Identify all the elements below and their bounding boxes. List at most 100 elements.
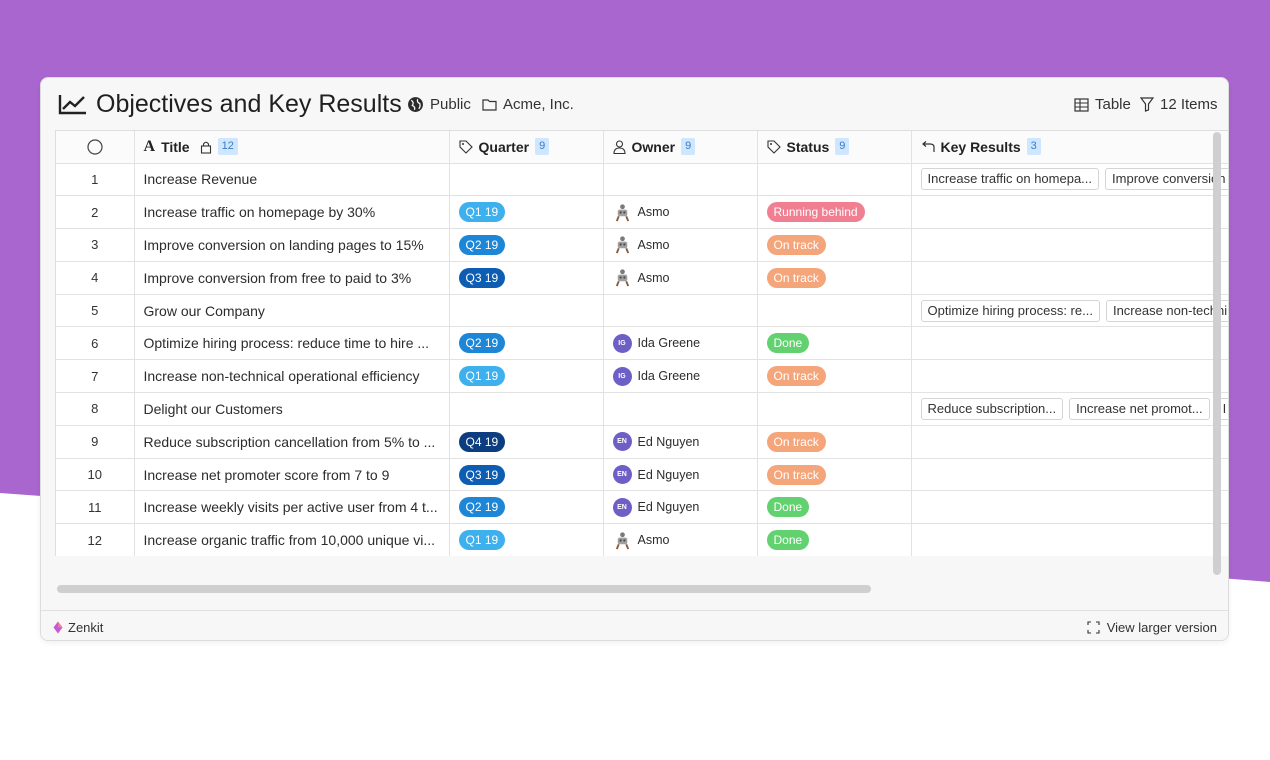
table-row[interactable]: 4 Improve conversion from free to paid to… bbox=[56, 261, 1228, 295]
view-larger-button[interactable]: View larger version bbox=[1087, 620, 1217, 635]
filter-icon bbox=[1140, 97, 1154, 112]
status-cell[interactable]: Done bbox=[757, 523, 912, 556]
key-results-cell[interactable] bbox=[911, 359, 1228, 394]
owner-cell[interactable]: EN Ed Nguyen bbox=[603, 458, 758, 492]
title-cell[interactable]: Increase traffic on homepage by 30% bbox=[134, 195, 450, 230]
key-results-cell[interactable] bbox=[911, 458, 1228, 492]
status-cell[interactable]: On track bbox=[757, 359, 912, 394]
owner-cell[interactable] bbox=[603, 294, 758, 328]
title-cell[interactable]: Grow our Company bbox=[134, 294, 450, 328]
owner-name: Ed Nguyen bbox=[637, 434, 700, 449]
avatar: EN bbox=[612, 432, 632, 452]
status-cell[interactable] bbox=[757, 294, 912, 328]
status-badge: Running behind bbox=[766, 202, 865, 223]
status-cell[interactable]: Done bbox=[757, 326, 912, 361]
organization-label[interactable]: Acme, Inc. bbox=[482, 96, 574, 113]
quarter-cell[interactable]: Q1 19 bbox=[449, 523, 604, 556]
owner-cell[interactable]: Asmo bbox=[603, 261, 758, 295]
owner-cell[interactable] bbox=[603, 392, 758, 426]
row-number: 12 bbox=[56, 523, 135, 556]
owner-cell[interactable]: Asmo bbox=[603, 228, 758, 262]
status-cell[interactable] bbox=[757, 163, 912, 197]
column-header-key-results[interactable]: Key Results 3 bbox=[911, 131, 1228, 164]
filter-button[interactable]: 12 Items bbox=[1140, 96, 1218, 113]
status-cell[interactable]: On track bbox=[757, 228, 912, 262]
title-cell[interactable]: Increase net promoter score from 7 to 9 bbox=[134, 458, 450, 492]
key-results-cell[interactable] bbox=[911, 523, 1228, 556]
key-result-chip[interactable]: Improve conversion bbox=[1105, 168, 1228, 191]
robot-avatar-icon bbox=[615, 236, 629, 254]
column-header-title[interactable]: A Title 12 bbox=[134, 131, 450, 164]
quarter-cell[interactable]: Q2 19 bbox=[449, 490, 604, 525]
table-row[interactable]: 3 Improve conversion on landing pages to … bbox=[56, 228, 1228, 262]
key-result-chip[interactable]: Increase traffic on homepa... bbox=[920, 168, 1100, 191]
quarter-cell[interactable] bbox=[449, 392, 604, 426]
key-results-cell[interactable]: Increase traffic on homepa... Improve con… bbox=[911, 163, 1228, 197]
owner-cell[interactable]: EN Ed Nguyen bbox=[603, 425, 758, 459]
title-cell[interactable]: Increase Revenue bbox=[134, 163, 450, 197]
title-cell[interactable]: Delight our Customers bbox=[134, 392, 450, 426]
quarter-cell[interactable]: Q3 19 bbox=[449, 458, 604, 492]
column-header-owner[interactable]: Owner 9 bbox=[603, 131, 758, 164]
key-results-cell[interactable] bbox=[911, 261, 1228, 295]
owner-cell[interactable]: Asmo bbox=[603, 195, 758, 230]
key-results-cell[interactable]: Optimize hiring process: re... Increase n… bbox=[911, 294, 1228, 328]
owner-cell[interactable] bbox=[603, 163, 758, 197]
title-cell[interactable]: Increase organic traffic from 10,000 uni… bbox=[134, 523, 450, 556]
table-row[interactable]: 11 Increase weekly visits per active user… bbox=[56, 490, 1228, 525]
title-cell[interactable]: Improve conversion from free to paid to … bbox=[134, 261, 450, 295]
status-cell[interactable]: Done bbox=[757, 490, 912, 525]
table-row[interactable]: 9 Reduce subscription cancellation from 5… bbox=[56, 425, 1228, 459]
key-results-cell[interactable] bbox=[911, 425, 1228, 459]
owner-cell[interactable]: Asmo bbox=[603, 523, 758, 556]
owner-cell[interactable]: EN Ed Nguyen bbox=[603, 490, 758, 525]
column-header-quarter[interactable]: Quarter 9 bbox=[449, 131, 604, 164]
quarter-badge: Q3 19 bbox=[458, 464, 506, 485]
quarter-cell[interactable]: Q1 19 bbox=[449, 359, 604, 394]
quarter-cell[interactable]: Q4 19 bbox=[449, 425, 604, 459]
owner-cell[interactable]: IG Ida Greene bbox=[603, 359, 758, 394]
status-cell[interactable]: Running behind bbox=[757, 195, 912, 230]
table-row[interactable]: 12 Increase organic traffic from 10,000 u… bbox=[56, 523, 1228, 556]
key-results-cell[interactable] bbox=[911, 326, 1228, 361]
status-cell[interactable] bbox=[757, 392, 912, 426]
title-cell[interactable]: Reduce subscription cancellation from 5%… bbox=[134, 425, 450, 459]
key-result-chip[interactable]: Reduce subscription... bbox=[920, 397, 1064, 420]
table-row[interactable]: 8 Delight our Customers Reduce subscriptio… bbox=[56, 392, 1228, 426]
table-row[interactable]: 10 Increase net promoter score from 7 to … bbox=[56, 458, 1228, 492]
status-cell[interactable]: On track bbox=[757, 261, 912, 295]
table-row[interactable]: 1 Increase Revenue Increase traffic on hom… bbox=[56, 163, 1228, 197]
title-cell[interactable]: Improve conversion on landing pages to 1… bbox=[134, 228, 450, 262]
quarter-cell[interactable] bbox=[449, 163, 604, 197]
key-results-cell[interactable] bbox=[911, 228, 1228, 262]
table-row[interactable]: 2 Increase traffic on homepage by 30% Q1 1… bbox=[56, 195, 1228, 230]
quarter-cell[interactable]: Q2 19 bbox=[449, 326, 604, 361]
visibility-label[interactable]: Public bbox=[407, 96, 471, 113]
owner-cell[interactable]: IG Ida Greene bbox=[603, 326, 758, 361]
select-all-header[interactable] bbox=[56, 131, 135, 164]
table-row[interactable]: 7 Increase non-technical operational effi… bbox=[56, 359, 1228, 394]
key-results-cell[interactable] bbox=[911, 490, 1228, 525]
vertical-scrollbar[interactable] bbox=[1213, 132, 1221, 575]
key-results-cell[interactable] bbox=[911, 195, 1228, 230]
zenkit-brand-link[interactable]: Zenkit bbox=[53, 620, 103, 635]
quarter-cell[interactable]: Q1 19 bbox=[449, 195, 604, 230]
horizontal-scrollbar[interactable] bbox=[57, 585, 871, 593]
key-result-chip[interactable]: Increase non-techni bbox=[1105, 299, 1228, 322]
column-header-status[interactable]: Status 9 bbox=[757, 131, 912, 164]
title-cell[interactable]: Increase non-technical operational effic… bbox=[134, 359, 450, 394]
table-row[interactable]: 5 Grow our Company Optimize hiring process… bbox=[56, 294, 1228, 328]
view-mode-button[interactable]: Table bbox=[1074, 96, 1131, 113]
status-cell[interactable]: On track bbox=[757, 425, 912, 459]
key-results-cell[interactable]: Reduce subscription... Increase net promo… bbox=[911, 392, 1228, 426]
quarter-cell[interactable]: Q2 19 bbox=[449, 228, 604, 262]
title-cell[interactable]: Optimize hiring process: reduce time to … bbox=[134, 326, 450, 361]
key-result-chip[interactable]: Increase net promot... bbox=[1069, 397, 1210, 420]
quarter-cell[interactable]: Q3 19 bbox=[449, 261, 604, 295]
status-cell[interactable]: On track bbox=[757, 458, 912, 492]
key-result-chip[interactable]: Optimize hiring process: re... bbox=[920, 299, 1100, 322]
select-all-circle-icon[interactable] bbox=[87, 139, 103, 155]
quarter-cell[interactable] bbox=[449, 294, 604, 328]
title-cell[interactable]: Increase weekly visits per active user f… bbox=[134, 490, 450, 525]
table-row[interactable]: 6 Optimize hiring process: reduce time to… bbox=[56, 326, 1228, 361]
